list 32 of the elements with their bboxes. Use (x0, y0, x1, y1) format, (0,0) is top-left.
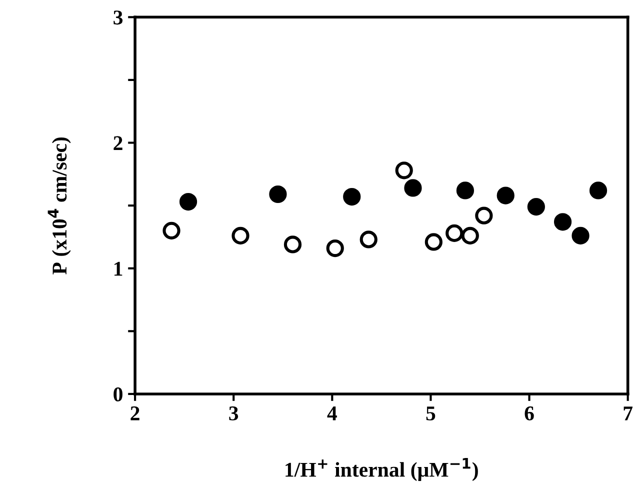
point (162, 222, 180, 240)
point (424, 233, 442, 251)
y-tick-label: 2 (114, 136, 122, 150)
point (527, 198, 545, 216)
y-tick-label: 3 (114, 10, 123, 25)
x-tick-label: 7 (624, 406, 633, 420)
y-tick-label: 0 (114, 387, 122, 402)
point (284, 236, 302, 254)
point (232, 226, 250, 245)
point (589, 182, 608, 200)
point (496, 186, 514, 204)
point (554, 213, 572, 231)
point (446, 224, 464, 242)
x-tick-label: 2 (130, 406, 140, 420)
point (572, 226, 590, 245)
point (404, 179, 422, 197)
point (456, 182, 474, 200)
point (179, 192, 198, 211)
point (326, 239, 344, 258)
x-tick-label: 4 (327, 406, 337, 420)
point (475, 206, 493, 224)
x-tick-label: 5 (426, 406, 436, 420)
point (395, 162, 413, 180)
y-tick-label: 1 (114, 262, 122, 276)
y-axis-title: P (x10$^{4}$ cm/sec) (48, 137, 71, 274)
x-tick-label: 3 (229, 406, 238, 420)
x-tick-label: 6 (524, 406, 534, 420)
point (269, 185, 287, 204)
point (360, 230, 378, 248)
point (343, 188, 361, 206)
point (461, 226, 479, 245)
x-axis-title: 1/H$^{+}$ internal (μM$^{−1}$) (286, 458, 478, 482)
